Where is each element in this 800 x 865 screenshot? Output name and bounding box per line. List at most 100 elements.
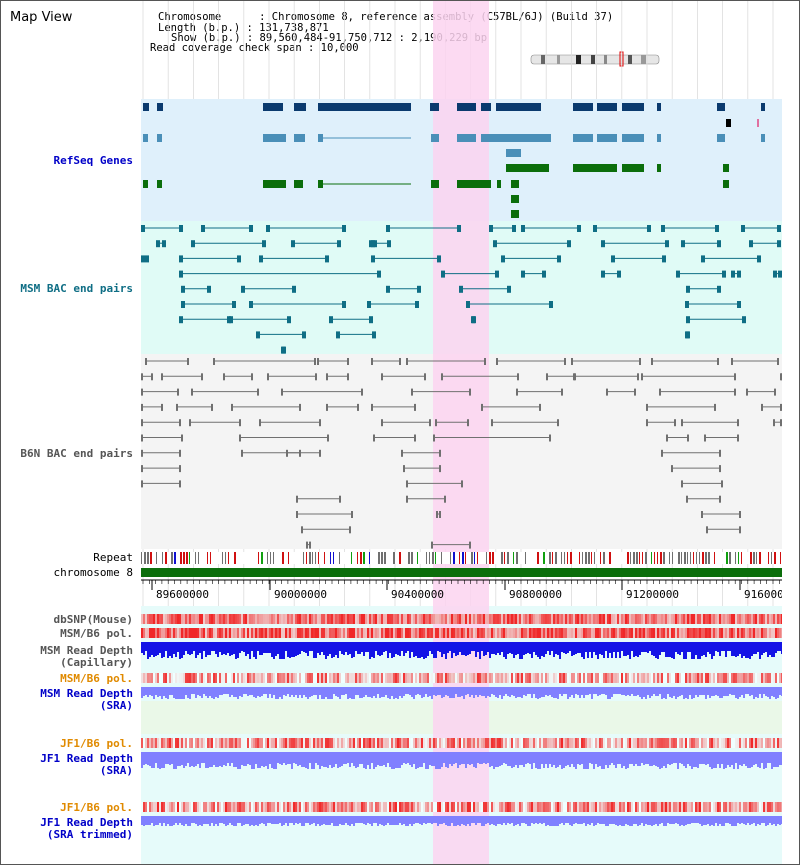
heat-cell <box>689 614 691 624</box>
heat-cell <box>183 802 185 812</box>
heat-cell <box>389 628 391 638</box>
bac-end-marker <box>737 434 739 442</box>
depth-bar <box>505 816 507 825</box>
heat-cell <box>189 673 191 683</box>
heat-cell <box>203 614 205 624</box>
depth-bar <box>555 687 557 698</box>
heat-cell <box>623 628 625 638</box>
bac-end-marker <box>606 388 608 396</box>
heat-cell <box>313 802 315 812</box>
depth-bar <box>479 642 481 659</box>
depth-bar <box>437 642 439 651</box>
depth-bar <box>471 687 473 695</box>
heat-cell <box>679 628 681 638</box>
heat-cell <box>255 614 257 624</box>
heat-cell <box>653 628 655 638</box>
depth-bar <box>625 752 627 769</box>
depth-bar <box>425 642 427 658</box>
bac-end-marker <box>296 511 298 518</box>
heat-cell <box>537 628 539 638</box>
bac-end-marker <box>739 526 741 534</box>
heat-cell <box>739 802 741 812</box>
heat-cell <box>611 802 613 812</box>
heat-cell <box>271 614 273 624</box>
depth-bar <box>281 687 283 699</box>
heat-cell <box>621 614 623 624</box>
heat-cell <box>637 673 639 683</box>
heat-cell <box>569 628 571 638</box>
heat-cell <box>757 738 759 748</box>
genome-tracks[interactable]: 89600000 90000000 90400000 90800000 91200000… <box>141 1 782 864</box>
depth-bar <box>285 642 287 651</box>
bac-end-marker <box>223 373 225 381</box>
bac-end-marker <box>371 255 375 263</box>
heat-cell <box>675 802 677 812</box>
depth-bar <box>145 816 147 825</box>
bac-end-marker <box>567 240 571 248</box>
heat-cell <box>497 614 499 624</box>
heat-cell <box>401 673 403 683</box>
depth-bar <box>391 816 393 825</box>
heat-cell <box>543 614 545 624</box>
depth-bar <box>151 752 153 768</box>
bac-end-marker <box>686 316 690 324</box>
depth-bar <box>413 816 415 824</box>
heat-cell <box>645 628 647 638</box>
heat-cell <box>567 802 569 812</box>
depth-bar <box>427 687 429 697</box>
depth-bar <box>575 642 577 654</box>
gene-exon <box>263 134 286 142</box>
chromosome-ideogram[interactable] <box>1 1 800 81</box>
heat-cell <box>369 628 371 638</box>
heat-cell <box>161 802 163 812</box>
heat-cell <box>165 802 167 812</box>
heat-cell <box>663 802 665 812</box>
heat-cell <box>585 738 587 748</box>
heat-cell <box>219 738 221 748</box>
heat-cell <box>729 738 731 748</box>
heat-cell <box>631 802 633 812</box>
depth-bar <box>357 642 359 654</box>
heat-cell <box>643 628 645 638</box>
heat-cell <box>167 673 169 683</box>
heat-cell <box>407 628 409 638</box>
heat-cell <box>223 673 225 683</box>
heat-cell <box>767 738 769 748</box>
depth-bar <box>257 752 259 768</box>
track-label-b6n-bac[interactable]: B6N BAC end pairs <box>20 447 133 460</box>
depth-bar <box>781 642 782 654</box>
depth-bar <box>441 642 443 657</box>
depth-bar <box>337 642 339 658</box>
heat-cell <box>353 614 355 624</box>
repeat-element <box>678 552 680 564</box>
depth-bar <box>509 752 511 766</box>
track-label-refseq[interactable]: RefSeq Genes <box>53 154 133 167</box>
heat-cell <box>553 738 555 748</box>
heat-cell <box>775 738 777 748</box>
heat-cell <box>311 802 313 812</box>
repeat-element <box>504 552 505 564</box>
repeat-element <box>462 552 464 564</box>
repeat-element <box>660 552 662 564</box>
heat-cell <box>725 614 727 624</box>
depth-bar <box>349 642 351 654</box>
heat-cell <box>187 614 189 624</box>
depth-bar <box>743 642 745 656</box>
gene-exon <box>761 103 765 111</box>
depth-bar <box>757 752 759 767</box>
heat-cell <box>187 628 189 638</box>
depth-bar <box>219 642 221 652</box>
depth-bar <box>161 687 163 699</box>
heat-cell <box>373 614 375 624</box>
depth-bar <box>235 816 237 826</box>
heat-cell <box>701 802 703 812</box>
depth-bar <box>435 687 437 696</box>
track-label-msm-bac[interactable]: MSM BAC end pairs <box>20 282 133 295</box>
depth-bar <box>439 816 441 824</box>
heat-cell <box>381 738 383 748</box>
repeat-element <box>270 552 271 564</box>
depth-bar <box>729 816 731 824</box>
depth-bar <box>213 642 215 651</box>
bac-end-marker <box>661 449 663 457</box>
depth-bar <box>781 816 782 824</box>
